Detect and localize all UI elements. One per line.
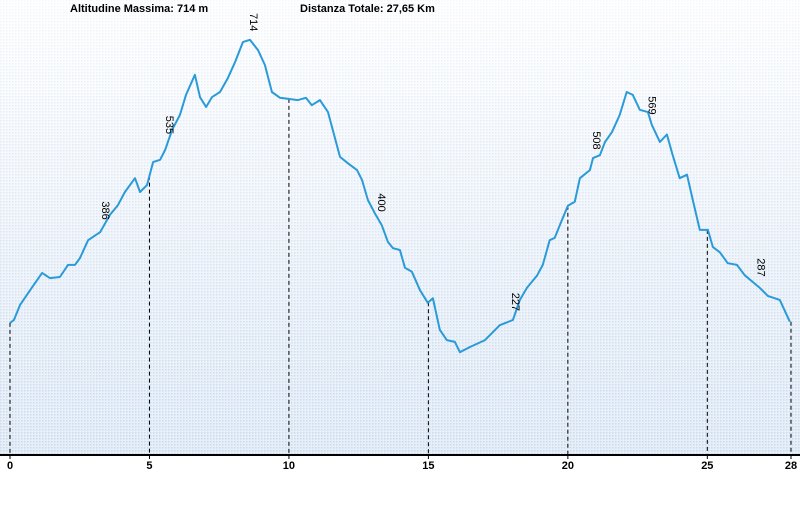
x-tick-label: 10 bbox=[283, 460, 295, 472]
header-right: Distanza Totale: 27,65 Km bbox=[300, 3, 435, 15]
x-tick-label: 15 bbox=[422, 460, 434, 472]
annotation: 227 bbox=[509, 293, 521, 311]
elevation-line bbox=[9, 38, 791, 354]
plot-texture bbox=[0, 0, 800, 455]
annotation: 400 bbox=[375, 193, 387, 211]
annotation: 714 bbox=[247, 13, 259, 31]
x-tick-label: 5 bbox=[146, 460, 152, 472]
x-tick-label: 20 bbox=[562, 460, 574, 472]
annotation: 569 bbox=[646, 96, 658, 114]
annotation: 508 bbox=[590, 131, 602, 149]
annotation: 535 bbox=[163, 116, 175, 134]
annotation: 386 bbox=[99, 201, 111, 219]
header-left: Altitudine Massima: 714 m bbox=[70, 3, 208, 15]
x-tick-label: 0 bbox=[7, 460, 13, 472]
x-tick-label: 28 bbox=[785, 460, 797, 472]
annotation: 287 bbox=[754, 258, 766, 276]
x-tick-label: 25 bbox=[701, 460, 713, 472]
